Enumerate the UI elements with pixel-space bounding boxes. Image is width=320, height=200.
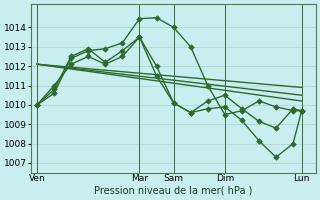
X-axis label: Pression niveau de la mer( hPa ): Pression niveau de la mer( hPa ) <box>94 186 253 196</box>
